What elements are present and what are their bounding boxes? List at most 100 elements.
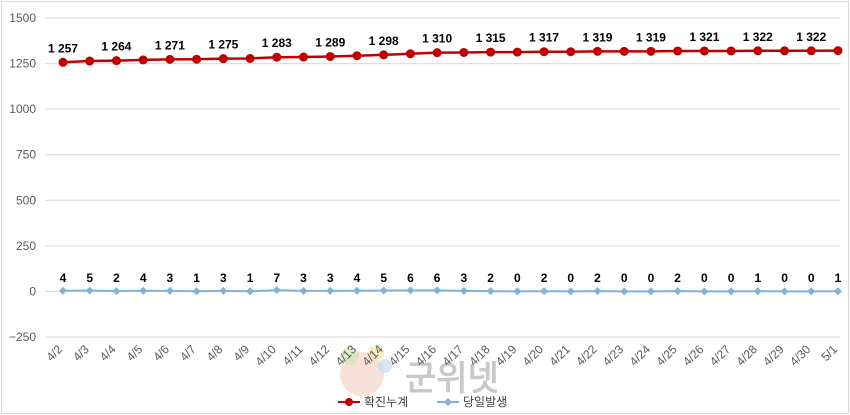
x-tick-label: 4/6 (150, 342, 172, 364)
data-label: 5 (380, 271, 387, 285)
data-label: 1 (835, 271, 842, 285)
watermark-circle-green (341, 347, 359, 365)
y-tick-label: 250 (16, 239, 36, 253)
data-label: 2 (487, 271, 494, 285)
x-tick-label: 4/28 (734, 342, 761, 369)
data-point (646, 46, 656, 56)
data-point (486, 287, 495, 296)
x-tick-label: 4/21 (546, 342, 573, 369)
y-axis-ticks: 1500 1250 1000 750 500 250 0 −250 (9, 11, 36, 344)
data-label: 6 (434, 271, 441, 285)
data-point (540, 287, 549, 296)
data-label: 0 (701, 271, 708, 285)
data-label: 7 (273, 271, 280, 285)
x-tick-label: 4/27 (707, 342, 734, 369)
data-point (539, 47, 549, 57)
data-label: 3 (327, 271, 334, 285)
data-label: 4 (140, 271, 147, 285)
data-label: 3 (220, 271, 227, 285)
data-point (834, 287, 842, 296)
data-point (139, 286, 148, 295)
data-point (833, 46, 843, 56)
y-tick-label: 750 (16, 148, 36, 162)
data-label: 0 (728, 271, 735, 285)
data-label: 6 (407, 271, 414, 285)
series-group: 1 257 1 264 1 271 1 275 1 283 1 289 1 298 1 310… (48, 30, 843, 296)
data-point (192, 287, 201, 296)
data-point (806, 46, 816, 56)
data-label: 1 315 (476, 31, 506, 45)
data-point (432, 48, 442, 58)
data-point (646, 287, 655, 296)
data-label: 1 (247, 271, 254, 285)
data-label: 1 322 (743, 30, 773, 44)
data-point (673, 287, 682, 296)
data-point (406, 286, 415, 295)
data-label: 2 (541, 271, 548, 285)
data-point (165, 54, 175, 64)
data-point (726, 46, 736, 56)
data-point (85, 286, 94, 295)
data-point (138, 55, 148, 65)
x-tick-label: 5/1 (818, 342, 840, 364)
data-label: 5 (86, 271, 93, 285)
x-tick-label: 4/5 (124, 342, 146, 364)
data-point (619, 46, 629, 56)
data-label: 3 (167, 271, 174, 285)
x-tick-label: 4/11 (280, 342, 306, 368)
data-label: 4 (354, 271, 361, 285)
data-label: 1 (754, 271, 761, 285)
x-tick-label: 4/26 (680, 342, 707, 369)
x-tick-label: 4/24 (627, 342, 654, 369)
x-tick-label: 4/30 (787, 342, 814, 369)
data-label: 4 (60, 271, 67, 285)
data-point (379, 286, 388, 295)
data-point (325, 51, 335, 61)
legend: 확진누계 당일발생 (338, 395, 507, 409)
x-tick-label: 4/29 (760, 342, 787, 369)
data-point (326, 286, 335, 295)
data-label: 3 (300, 271, 307, 285)
x-tick-label: 4/3 (70, 342, 92, 364)
x-tick-label: 4/20 (520, 342, 547, 369)
data-point (192, 54, 202, 64)
data-label: 1 271 (155, 38, 185, 52)
data-point (780, 46, 790, 56)
data-label: 0 (621, 271, 628, 285)
data-label: 1 283 (262, 36, 292, 50)
data-label: 0 (514, 271, 521, 285)
x-tick-label: 4/23 (600, 342, 627, 369)
data-point (459, 286, 468, 295)
data-label: 1 298 (369, 34, 399, 48)
data-point (352, 286, 361, 295)
data-label: 1 264 (101, 40, 131, 54)
data-point (245, 53, 255, 63)
data-point (58, 57, 68, 67)
watermark-text: 군위넷 (405, 359, 499, 399)
data-label: 2 (674, 271, 681, 285)
x-tick-label: 4/9 (230, 342, 252, 364)
data-point (593, 287, 602, 296)
data-point (700, 287, 709, 296)
data-point (85, 56, 95, 66)
data-point (566, 287, 575, 296)
y-tick-label: 500 (16, 193, 36, 207)
legend-marker (444, 398, 452, 406)
data-point (699, 46, 709, 56)
data-label: 0 (781, 271, 788, 285)
data-point (433, 286, 442, 295)
data-point (111, 56, 121, 66)
data-point (246, 287, 255, 296)
data-point (592, 46, 602, 56)
data-point (272, 52, 282, 62)
x-tick-label: 4/7 (177, 342, 199, 364)
legend-marker (345, 398, 353, 406)
data-point (112, 287, 121, 296)
data-label: 1 319 (582, 30, 612, 44)
watermark-circle-yellow (368, 345, 384, 361)
data-point (727, 287, 736, 296)
watermark-logo: 군위넷 (340, 345, 499, 399)
data-point (807, 287, 816, 296)
y-tick-label: 1000 (9, 102, 36, 116)
